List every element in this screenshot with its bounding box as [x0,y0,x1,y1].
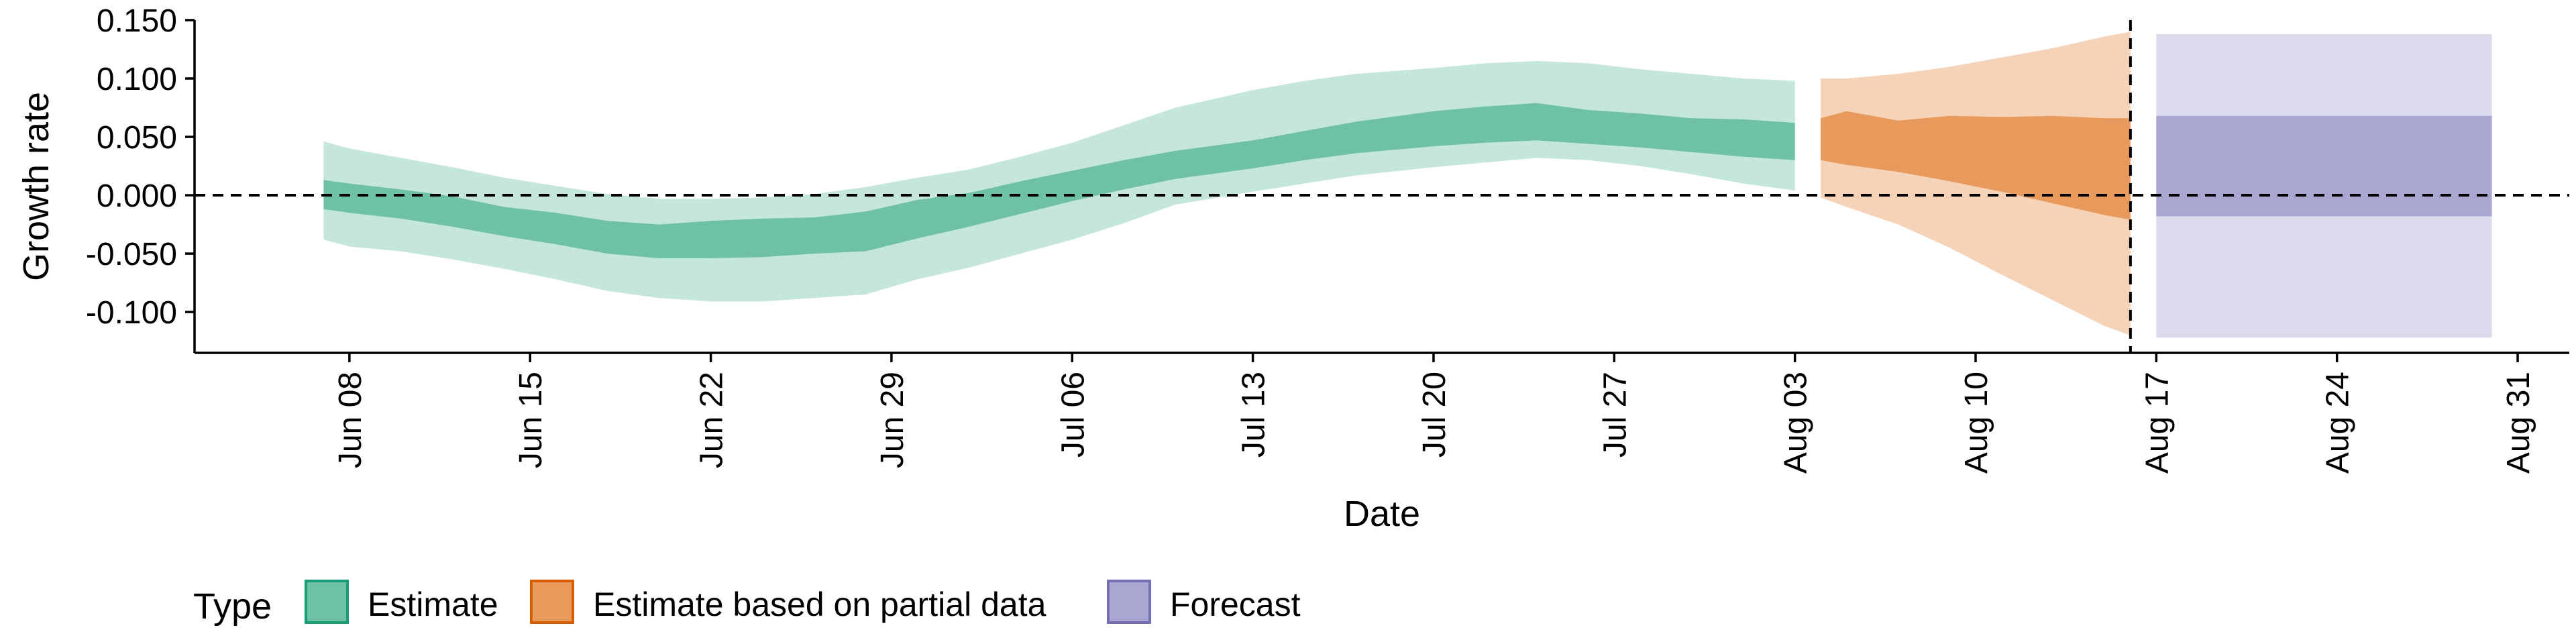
x-tick-label: Aug 24 [2320,372,2356,474]
legend-label-forecast: Forecast [1170,586,1301,623]
forecast-50-band [2156,115,2492,217]
legend-swatch-estimate-based-on-partial-data [530,580,574,624]
ribbon-layer [323,32,2492,338]
x-tick-label: Aug 03 [1778,372,1814,474]
legend-swatch-estimate [305,580,349,624]
y-ticks: 0.150 0.100 0.050 0.000 -0.050 -0.100 [86,3,195,331]
y-tick-label: -0.100 [86,295,177,331]
x-tick-label: Jul 06 [1055,372,1091,458]
x-tick-label: Jun 22 [694,372,730,468]
legend-title: Type [193,586,272,627]
y-tick-label: 0.150 [97,3,177,39]
axes [193,20,2569,354]
x-tick-label: Jul 13 [1236,372,1272,458]
y-tick-label: 0.100 [97,62,177,97]
y-axis-title: Growth rate [16,92,56,281]
estimate-based-on-partial-data-50-band [1821,111,2131,220]
x-tick-label: Jun 29 [875,372,910,468]
legend-label-estimate-based-on-partial-data: Estimate based on partial data [593,586,1046,623]
x-tick-label: Aug 10 [1959,372,1994,474]
reference-lines [195,20,2569,353]
estimate-50-band [323,103,1795,258]
x-tick-label: Jun 08 [333,372,368,468]
x-tick-label: Jul 20 [1417,372,1452,458]
x-axis-title: Date [1344,494,1420,534]
y-tick-label: 0.000 [97,178,177,214]
x-tick-label: Aug 31 [2501,372,2536,474]
x-tick-label: Jun 15 [513,372,549,468]
x-tick-label: Jul 27 [1597,372,1633,458]
x-ticks: Jun 08 Jun 15 Jun 22 Jun 29 Jul 06 Jul 13 Jul … [333,353,2536,474]
x-tick-label: Aug 17 [2139,372,2175,474]
y-tick-label: -0.050 [86,237,177,272]
legend: Type Estimate Estimate based on partial d… [193,580,1301,627]
legend-label-estimate: Estimate [368,586,498,623]
y-tick-label: 0.050 [97,120,177,156]
legend-swatch-forecast [1107,580,1151,624]
